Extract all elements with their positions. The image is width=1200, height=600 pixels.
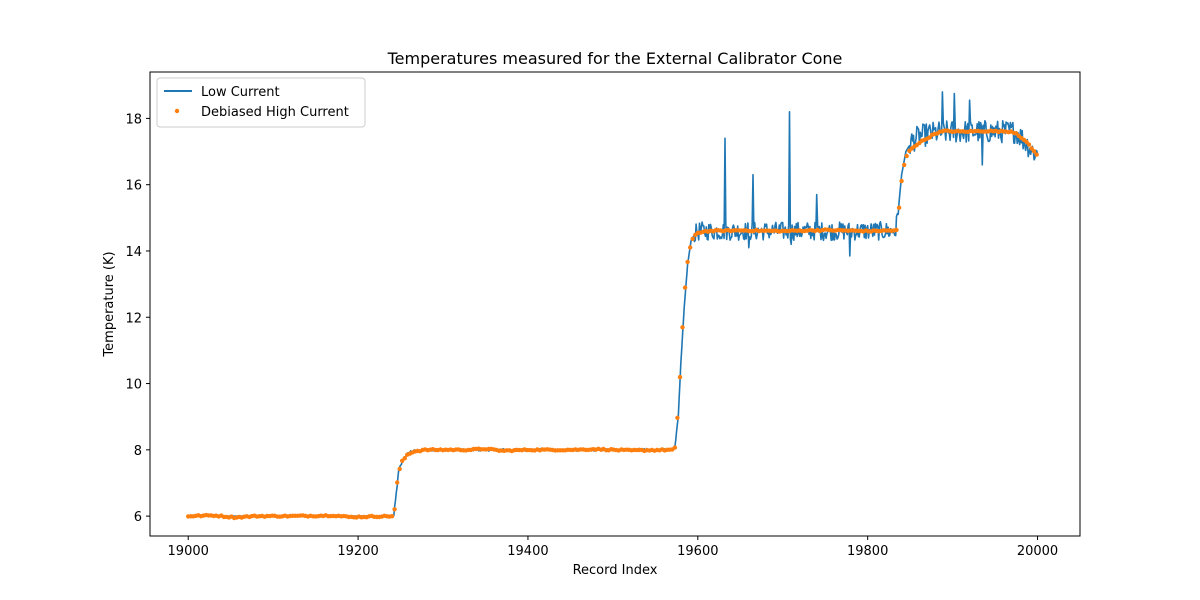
high-current-point	[1026, 142, 1032, 147]
y-axis-label: Temperature (K)	[102, 251, 117, 357]
x-axis-ticks: 19000 19200 19400 19600 19800 20000	[168, 536, 1058, 559]
x-tick-label: 19200	[337, 544, 378, 559]
y-tick-label: 10	[125, 378, 142, 393]
high-current-point	[392, 507, 397, 512]
plot-area	[186, 91, 1039, 521]
x-tick-label: 19800	[847, 544, 888, 559]
plot-frame	[149, 71, 1081, 537]
chart-title: Temperatures measured for the External C…	[387, 49, 843, 68]
high-current-point	[690, 236, 695, 241]
high-current-point	[685, 259, 690, 265]
legend-box	[156, 77, 366, 128]
high-current-point	[902, 162, 907, 168]
high-current-point	[672, 445, 678, 450]
y-tick-label: 18	[125, 112, 142, 127]
high-current-point	[894, 227, 899, 233]
y-tick-label: 6	[134, 510, 142, 525]
legend-label-debiased-high-current: Debiased High Current	[201, 105, 349, 120]
legend-dot-swatch	[174, 108, 180, 114]
legend-label-low-current: Low Current	[201, 85, 280, 100]
y-axis-ticks: 6 8 10 12 14 16 18	[125, 112, 150, 525]
x-tick-label: 19000	[168, 544, 209, 559]
high-current-point	[402, 456, 407, 461]
high-current-point	[677, 374, 683, 380]
debiased-high-current-series	[186, 128, 1039, 521]
high-current-point	[682, 285, 688, 290]
high-current-point	[1031, 149, 1037, 154]
high-current-point	[1034, 152, 1039, 157]
legend: Low Current Debiased High Current	[156, 77, 366, 128]
x-tick-label: 19400	[507, 544, 548, 559]
high-current-point	[688, 245, 693, 250]
high-current-point	[927, 135, 932, 140]
high-current-point	[904, 153, 909, 159]
x-axis-label: Record Index	[573, 563, 658, 578]
y-tick-label: 8	[134, 444, 142, 459]
high-current-point	[1029, 146, 1034, 151]
high-current-point	[680, 325, 685, 330]
y-tick-label: 12	[125, 311, 142, 326]
x-tick-label: 20000	[1017, 544, 1058, 559]
high-current-point	[675, 415, 680, 420]
high-current-point	[1024, 139, 1029, 144]
y-tick-label: 14	[125, 245, 142, 260]
high-current-point	[899, 178, 904, 184]
high-current-point	[397, 466, 402, 472]
high-current-point	[389, 514, 395, 519]
x-tick-label: 19600	[677, 544, 718, 559]
high-current-point	[896, 205, 902, 210]
y-tick-label: 16	[125, 179, 142, 194]
high-current-point	[395, 480, 400, 485]
